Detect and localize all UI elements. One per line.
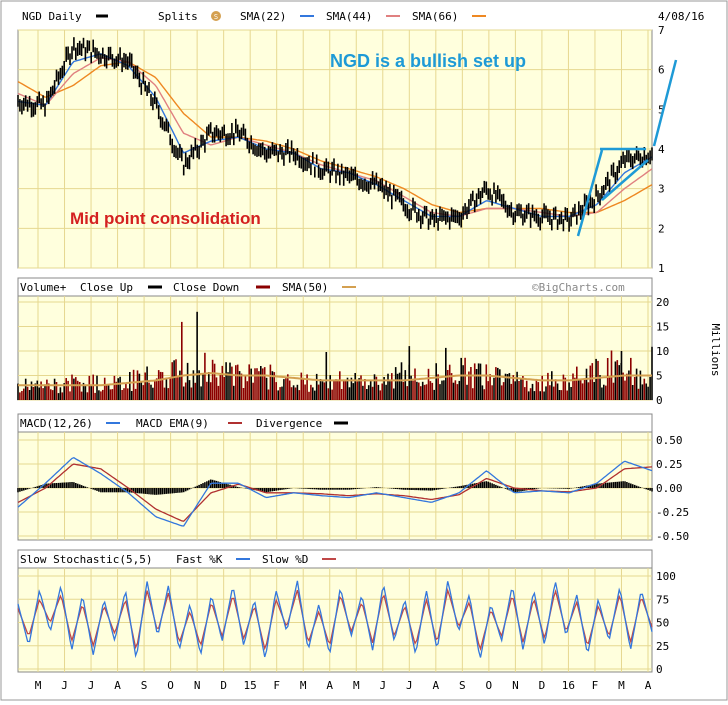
x-axis-label: N (512, 679, 519, 692)
macd-ytick: 0.25 (656, 458, 683, 471)
volume-closeup-label: Close Up (80, 281, 133, 294)
x-axis-label: J (406, 679, 413, 692)
x-axis-label: D (220, 679, 227, 692)
chart-date: 4/08/16 (658, 10, 704, 23)
x-axis-label: A (326, 679, 333, 692)
splits-badge-text: S (214, 13, 218, 21)
price-ytick: 4 (658, 143, 665, 156)
x-axis-label: D (539, 679, 546, 692)
stoch-slowd-label: Slow %D (262, 553, 308, 566)
x-axis-label: N (194, 679, 201, 692)
macd-line (17, 456, 653, 527)
volume-ytick: 5 (656, 370, 663, 383)
legend-sma66: SMA(66) (412, 10, 458, 23)
annotation-bullish: NGD is a bullish set up (330, 51, 526, 71)
price-symbol: NGD Daily (22, 10, 82, 23)
volume-ytick: 10 (656, 345, 669, 358)
x-axis-label: F (273, 679, 280, 692)
x-axis-label: O (167, 679, 174, 692)
stoch-ytick: 25 (656, 640, 669, 653)
stoch-ytick: 75 (656, 593, 669, 606)
volume-sma-line (18, 372, 652, 387)
volume-bars (17, 321, 653, 400)
macd-ytick: 0.00 (656, 482, 683, 495)
macd-ema-label: MACD EMA(9) (136, 417, 209, 430)
trendline-lower (601, 159, 649, 201)
volume-ytick: 15 (656, 321, 669, 334)
macd-panel (17, 431, 653, 541)
volume-unit-label: Millions (709, 324, 722, 377)
splits-badge-icon (211, 11, 221, 21)
legend-sma44: SMA(44) (326, 10, 372, 23)
x-axis-label: J (61, 679, 68, 692)
stoch-ytick: 50 (656, 617, 669, 630)
x-axis-label: M (618, 679, 625, 692)
x-axis-label: S (141, 679, 148, 692)
volume-closedown-label: Close Down (173, 281, 239, 294)
price-ytick: 6 (658, 64, 665, 77)
price-ytick: 3 (658, 183, 665, 196)
price-ytick: 5 (658, 103, 665, 116)
x-axis-label: M (353, 679, 360, 692)
price-ytick: 1 (658, 262, 665, 275)
volume-sma-label: SMA(50) (282, 281, 328, 294)
splits-label: Splits (158, 10, 198, 23)
stoch-fastk-line (17, 580, 653, 659)
macd-ytick: 0.50 (656, 434, 683, 447)
volume-ytick: 20 (656, 296, 669, 309)
x-axis-label: A (114, 679, 121, 692)
stoch-ytick: 0 (656, 663, 663, 676)
volume-label: Volume+ (20, 281, 67, 294)
x-axis-label: F (592, 679, 599, 692)
volume-ytick: 0 (656, 394, 663, 407)
annotation-consolidation: Mid point consolidation (70, 209, 261, 228)
x-axis-label: M (35, 679, 42, 692)
x-axis-label: 15 (244, 679, 257, 692)
stoch-label: Slow Stochastic(5,5) (20, 553, 152, 566)
trendline-support (576, 149, 604, 237)
x-axis-label: 16 (562, 679, 575, 692)
price-ytick: 2 (658, 222, 665, 235)
x-axis-label: J (88, 679, 95, 692)
x-axis-label: O (486, 679, 493, 692)
macd-ytick: -0.25 (656, 506, 689, 519)
x-axis-label: J (379, 679, 386, 692)
stoch-fastk-label: Fast %K (176, 553, 223, 566)
macd-ytick: -0.50 (656, 530, 689, 543)
macd-divergence (17, 479, 653, 495)
x-axis-label: A (433, 679, 440, 692)
x-axis-label: M (300, 679, 307, 692)
legend-sma22: SMA(22) (240, 10, 286, 23)
x-axis-label: A (645, 679, 652, 692)
macd-label: MACD(12,26) (20, 417, 93, 430)
macd-div-label: Divergence (256, 417, 322, 430)
price-bars (17, 37, 653, 232)
price-ytick: 7 (658, 24, 665, 37)
x-axis-label: S (459, 679, 466, 692)
bigcharts-brand: ©BigCharts.com (532, 281, 625, 294)
trendline-breakout (652, 59, 678, 147)
stoch-ytick: 100 (656, 570, 676, 583)
